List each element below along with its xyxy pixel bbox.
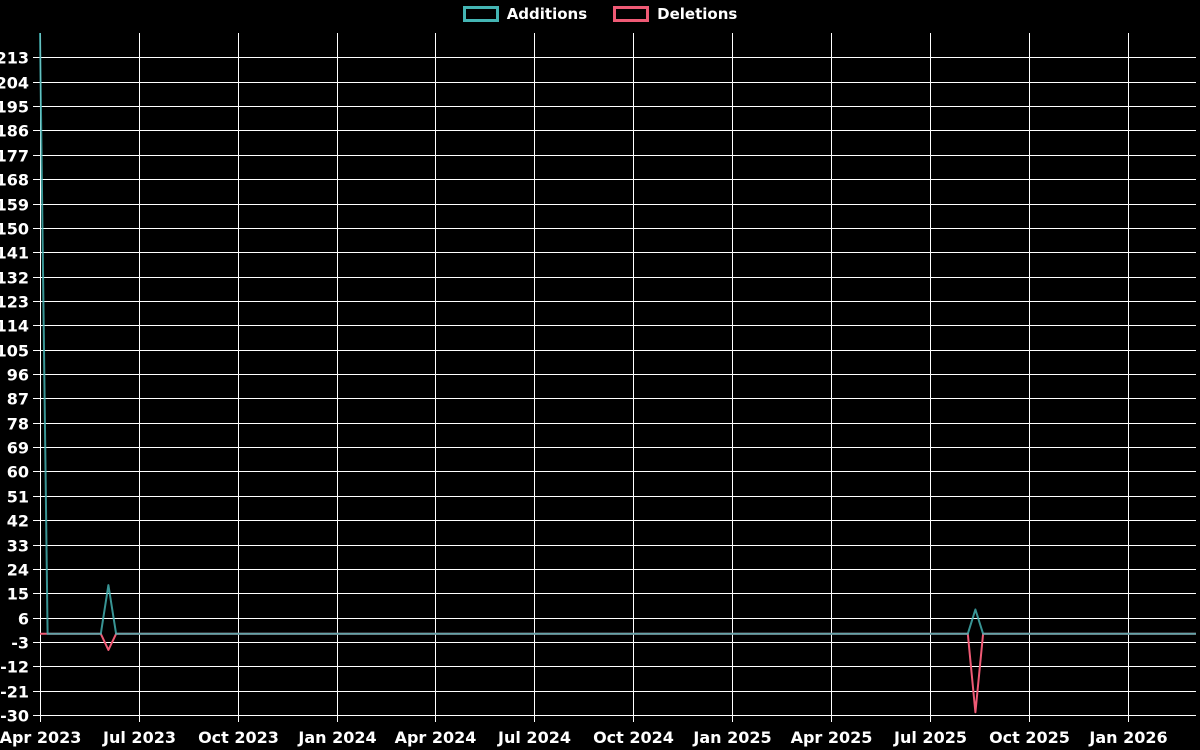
y-tick-label: 195 <box>0 98 29 117</box>
x-tick-label: Jan 2025 <box>692 728 771 747</box>
x-tick-label: Jan 2024 <box>297 728 376 747</box>
y-tick-label: 51 <box>7 488 29 507</box>
y-tick-label: -3 <box>11 634 29 653</box>
x-tick-label: Jul 2024 <box>497 728 571 747</box>
y-tick-label: 78 <box>7 415 29 434</box>
x-tick-label: Apr 2023 <box>0 728 81 747</box>
gridlines <box>33 33 1196 722</box>
y-tick-label: 177 <box>0 147 29 166</box>
y-tick-label: 204 <box>0 74 29 93</box>
x-tick-label: Oct 2025 <box>989 728 1070 747</box>
x-tick-label: Apr 2024 <box>395 728 477 747</box>
x-tick-label: Oct 2023 <box>198 728 279 747</box>
y-tick-label: 15 <box>7 585 29 604</box>
deletions-swatch-icon <box>613 6 650 22</box>
y-tick-label: 213 <box>0 49 29 68</box>
legend-item-additions[interactable]: Additions <box>462 4 588 23</box>
deletions-line <box>40 632 1196 714</box>
chart-legend: Additions Deletions <box>0 6 1200 22</box>
y-tick-label: 6 <box>18 610 29 629</box>
y-tick-label: 186 <box>0 122 29 141</box>
y-tick-label: 60 <box>7 463 29 482</box>
axis-tick-labels: 213 204 195 186 177 168 159 150 141 132 123 114 105 9… <box>0 49 1168 748</box>
y-tick-label: 87 <box>7 390 29 409</box>
x-tick-label: Apr 2025 <box>791 728 873 747</box>
additions-line <box>39 32 1196 635</box>
x-tick-label: Jul 2025 <box>893 728 967 747</box>
y-tick-label: 42 <box>7 512 29 531</box>
y-tick-label: 69 <box>7 439 29 458</box>
y-tick-label: 150 <box>0 220 29 239</box>
y-tick-label: 132 <box>0 269 29 288</box>
x-tick-label: Jan 2026 <box>1088 728 1167 747</box>
x-tick-label: Oct 2024 <box>593 728 674 747</box>
y-tick-label: -12 <box>0 658 29 677</box>
y-tick-label: 33 <box>7 537 29 556</box>
y-tick-label: -30 <box>0 707 29 726</box>
y-tick-label: 159 <box>0 196 29 215</box>
y-tick-label: -21 <box>0 683 29 702</box>
legend-label-deletions: Deletions <box>657 4 738 23</box>
y-tick-label: 168 <box>0 171 29 190</box>
x-tick-label: Jul 2023 <box>102 728 176 747</box>
y-tick-label: 114 <box>0 317 29 336</box>
y-tick-label: 123 <box>0 293 29 312</box>
y-tick-label: 105 <box>0 342 29 361</box>
legend-item-deletions[interactable]: Deletions <box>613 6 737 22</box>
y-tick-label: 24 <box>7 561 29 580</box>
additions-swatch-icon <box>462 6 499 22</box>
legend-label-additions: Additions <box>506 4 588 23</box>
y-tick-label: 141 <box>0 244 29 263</box>
y-tick-label: 96 <box>7 366 29 385</box>
